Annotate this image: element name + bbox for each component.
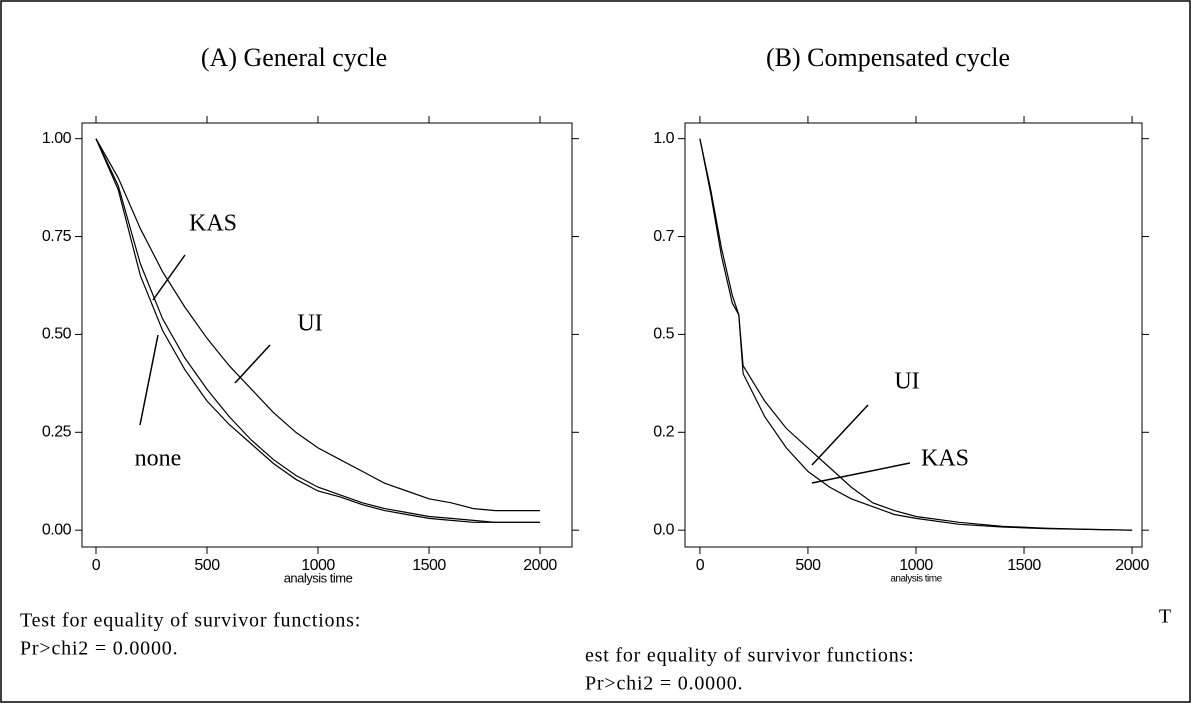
x-tick-label: 2000 [1115,557,1149,574]
survival-curve [95,138,540,512]
y-tick-label: 0.50 [42,326,72,343]
test-note: Pr>chi2 = 0.0000. [585,673,743,695]
label-leader [152,254,186,301]
x-tick-label: 1000 [899,557,933,574]
x-tick-label: 0 [696,557,705,574]
y-tick-label: 0.7 [653,228,674,245]
x-tick-label: 500 [795,557,821,574]
y-tick-label: 0.2 [653,424,674,441]
x-tick-label: 1000 [301,557,335,574]
y-tick-label: 0.75 [42,228,72,245]
survival-curve [699,138,1133,531]
test-note: Test for equality of survivor functions: [20,610,361,632]
y-tick-label: 0.00 [42,521,72,538]
survival-curve [95,138,540,523]
test-note: Pr>chi2 = 0.0000. [20,638,178,660]
label-leader [234,344,271,384]
y-tick-label: 1.0 [653,130,674,147]
label-leader [139,334,159,426]
series-label: none [135,446,182,472]
series-label: UI [894,369,919,395]
x-tick-label: 2000 [523,557,557,574]
chart-title: (B) Compensated cycle [766,43,1010,72]
test-note: est for equality of survivor functions: [585,645,914,667]
plot-frame [81,122,573,548]
survival-curve [95,138,540,523]
label-leader [811,404,869,466]
x-tick-label: 1500 [412,557,446,574]
x-axis-label: analysis time [284,570,353,585]
y-tick-label: 0.5 [653,326,674,343]
x-tick-label: 0 [92,557,101,574]
side-text: T [1159,606,1171,628]
x-tick-label: 500 [194,557,220,574]
label-leader [811,462,911,484]
x-axis-label: analysis time [890,574,942,585]
plot-frame [684,122,1143,548]
y-tick-label: 1.00 [42,130,72,147]
survival-curve [699,138,1133,531]
series-label: KAS [189,211,237,237]
y-tick-label: 0.0 [653,521,674,538]
chart-title: (A) General cycle [201,43,387,72]
y-tick-label: 0.25 [42,424,72,441]
series-label: UI [297,311,322,337]
series-label: KAS [921,446,969,472]
x-tick-label: 1500 [1007,557,1041,574]
